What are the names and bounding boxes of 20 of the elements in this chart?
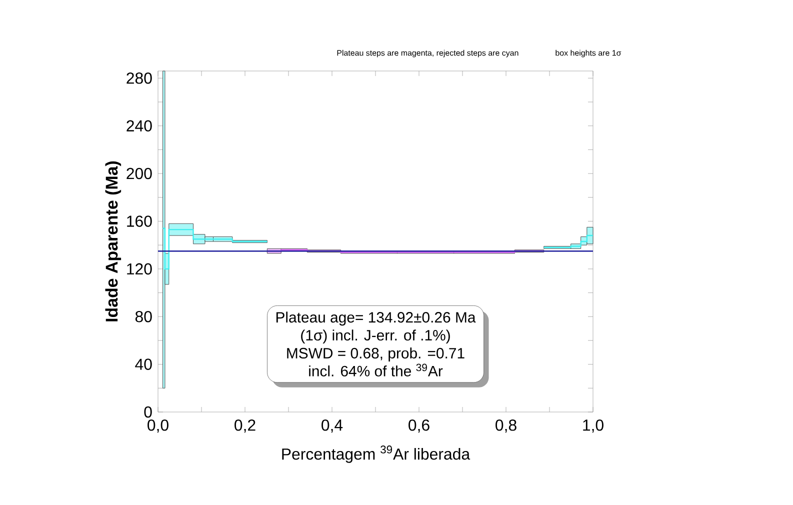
y-tick-label: 80 [135,310,152,322]
x-tick-label: 0,2 [234,420,256,433]
y-axis-title: Idade Aparente (Ma) [105,161,122,322]
x-tick-label: 0,6 [408,420,430,433]
annotation: incl. 64% of the $^{39}$Ar [309,364,443,376]
y-tick-label: 120 [127,263,152,275]
x-axis-title: Percentagem $^{39}$Ar liberada [282,446,470,463]
y-tick-label: 40 [135,358,152,370]
y-tick-label: 160 [127,216,152,227]
y-tick-label: 0 [144,406,152,418]
y-tick-label: 200 [126,168,152,180]
annotation: (1σ) incl. J-err. of .1%) [301,330,450,344]
annotation: MSWD = 0.68, prob. =0.71 [287,348,464,362]
x-tick-label: 0,0 [148,420,168,433]
y-tick-label: 280 [126,72,152,84]
annotation: Plateau age= 134.92±0.26 Ma [276,312,476,326]
x-tick-label: 1,0 [583,420,604,433]
x-tick-label: 0,4 [322,420,343,433]
x-tick-label: 0,8 [496,420,516,433]
y-tick-label: 240 [126,120,152,132]
